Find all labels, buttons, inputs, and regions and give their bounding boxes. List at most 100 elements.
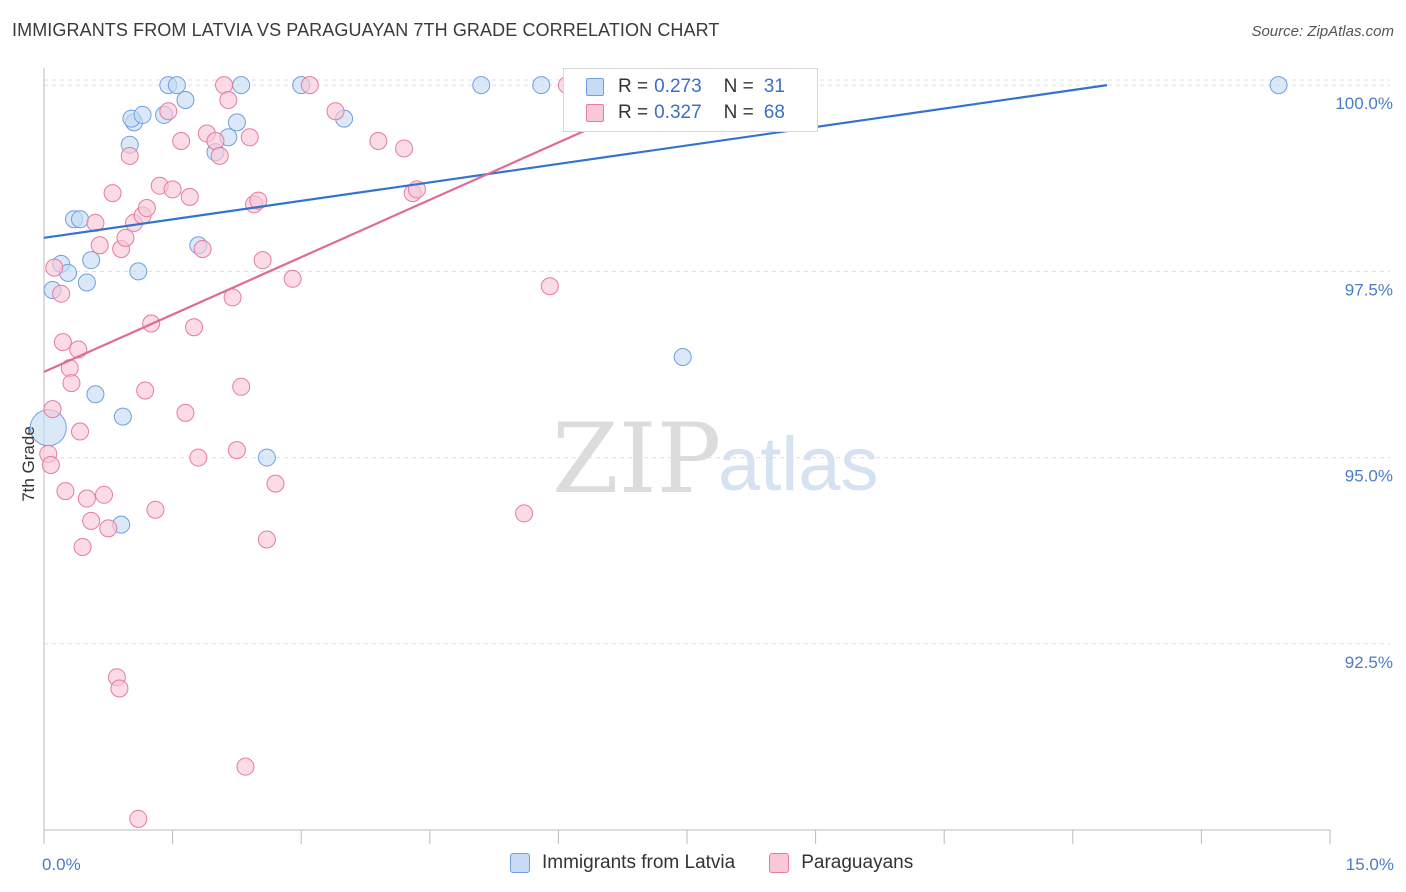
legend-swatch-paraguayans <box>586 104 604 122</box>
latvia-point <box>86 385 105 404</box>
x-tick-label: 15.0% <box>1346 855 1394 874</box>
paraguayan-point <box>71 422 90 441</box>
paraguayan-point <box>236 757 255 776</box>
legend-r-value: 0.273 <box>654 76 702 97</box>
paraguayan-point <box>146 500 165 519</box>
paraguayan-point <box>110 679 129 698</box>
paraguayan-point <box>62 374 81 393</box>
trend-lines <box>43 84 1108 373</box>
y-tick-label: 100.0% <box>1335 94 1393 113</box>
paraguayan-point <box>82 511 101 530</box>
series-legend-paraguayans[interactable]: Paraguayans <box>769 852 913 874</box>
y-tick-label: 92.5% <box>1345 653 1393 672</box>
latvia-point <box>167 76 186 95</box>
chart-title: IMMIGRANTS FROM LATVIA VS PARAGUAYAN 7TH… <box>12 20 720 40</box>
latvia-point <box>77 273 96 292</box>
y-tick-label: 97.5% <box>1345 280 1393 299</box>
latvia-point <box>176 91 195 110</box>
paraguayan-point <box>540 277 559 296</box>
paraguayan-point <box>129 809 148 828</box>
y-axis-label: 7th Grade <box>19 426 38 502</box>
paraguayan-point <box>52 284 71 303</box>
latvia-point <box>82 251 101 270</box>
paraguayan-point <box>185 318 204 337</box>
paraguayan-point <box>227 441 246 460</box>
paraguayan-point <box>43 400 62 419</box>
latvia-point <box>532 76 551 95</box>
latvia-point <box>1269 76 1288 95</box>
latvia-point <box>227 113 246 132</box>
paraguayan-point <box>193 240 212 259</box>
watermark-atlas: atlas <box>718 422 879 507</box>
latvia-point <box>71 210 90 229</box>
latvia-point <box>472 76 491 95</box>
gridlines <box>44 79 1390 645</box>
watermark-zip: ZIP <box>552 403 721 515</box>
paraguayan-point <box>136 381 155 400</box>
paraguayan-point <box>210 146 229 165</box>
paraguayan-point <box>189 448 208 467</box>
paraguayan-point <box>253 251 272 270</box>
paraguayan-point <box>163 180 182 199</box>
legend-r-label: R = <box>618 76 649 97</box>
paraguayan-point <box>215 76 234 95</box>
y-tick-label: 95.0% <box>1345 467 1393 486</box>
paraguayan-point <box>41 456 60 475</box>
legend-n-value: 68 <box>763 102 785 123</box>
paraguayan-point <box>95 485 114 504</box>
paraguayan-point <box>232 377 251 396</box>
legend-row-latvia: R = 0.273 N = 31 <box>586 75 785 99</box>
paraguayan-point <box>206 131 225 150</box>
paraguayan-point <box>180 187 199 206</box>
paraguayan-point <box>90 236 109 255</box>
legend-n-label: N = <box>723 102 754 123</box>
paraguayan-point <box>395 139 414 158</box>
x-tick-labels: 0.0% 15.0% <box>42 855 1394 874</box>
series-legend: Immigrants from Latvia Paraguayans <box>510 852 947 874</box>
paraguayan-trend-line <box>43 84 688 373</box>
y-tick-labels: 92.5% 95.0% 97.5% 100.0% <box>1335 94 1393 672</box>
series-legend-latvia[interactable]: Immigrants from Latvia <box>510 852 735 874</box>
legend-swatch-latvia <box>586 78 604 96</box>
paraguayan-point <box>515 504 534 523</box>
paraguayan-point <box>120 146 139 165</box>
paraguayan-point <box>266 474 285 493</box>
paraguayan-point <box>77 489 96 508</box>
legend-n-label: N = <box>723 76 754 97</box>
x-tick-label: 0.0% <box>42 855 81 874</box>
paraguayan-point <box>240 128 259 147</box>
watermark: ZIP atlas <box>552 403 879 515</box>
series-swatch-paraguayans <box>769 853 790 873</box>
paraguayan-point <box>56 482 75 501</box>
legend-row-paraguayans: R = 0.327 N = 68 <box>586 101 785 125</box>
paraguayan-point <box>326 102 345 121</box>
latvia-point <box>133 105 152 124</box>
legend-n-value: 31 <box>763 76 785 97</box>
paraguayan-point <box>116 228 135 247</box>
legend-r-value: 0.327 <box>654 102 702 123</box>
legend-r-label: R = <box>618 102 649 123</box>
latvia-point <box>232 76 251 95</box>
paraguayan-point <box>257 530 276 549</box>
paraguayan-point <box>159 102 178 121</box>
series-label-latvia: Immigrants from Latvia <box>542 852 736 873</box>
paraguayan-point <box>369 131 388 150</box>
latvia-point <box>673 348 692 367</box>
latvia-trend-line <box>43 84 1108 239</box>
series-label-paraguayans: Paraguayans <box>801 852 914 873</box>
paraguayan-point <box>176 403 195 422</box>
data-points <box>29 76 1288 828</box>
paraguayan-point <box>103 184 122 203</box>
series-swatch-latvia <box>510 853 530 873</box>
source-label: Source: ZipAtlas.com <box>1251 23 1394 40</box>
paraguayan-point <box>53 333 72 352</box>
latvia-point <box>129 262 148 281</box>
paraguayan-point <box>172 131 191 150</box>
paraguayan-point <box>300 76 319 95</box>
paraguayan-point <box>99 519 118 538</box>
paraguayan-point <box>137 199 156 218</box>
latvia-point <box>113 407 132 426</box>
correlation-legend: R = 0.273 N = 31 R = 0.327 N = 68 <box>563 68 818 132</box>
paraguayan-point <box>219 91 238 110</box>
